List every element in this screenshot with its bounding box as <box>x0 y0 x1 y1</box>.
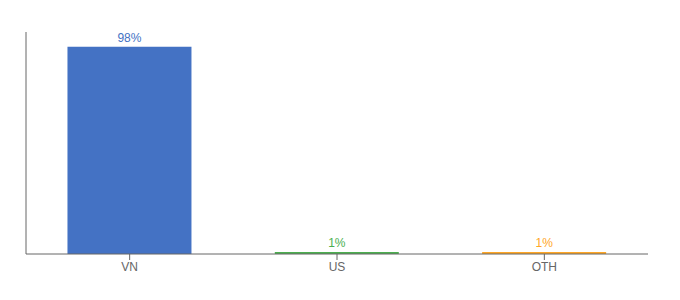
svg-text:1%: 1% <box>535 236 553 250</box>
svg-text:98%: 98% <box>117 31 141 45</box>
svg-text:US: US <box>329 260 346 274</box>
svg-text:OTH: OTH <box>532 260 557 274</box>
svg-text:1%: 1% <box>328 236 346 250</box>
svg-text:VN: VN <box>121 260 138 274</box>
